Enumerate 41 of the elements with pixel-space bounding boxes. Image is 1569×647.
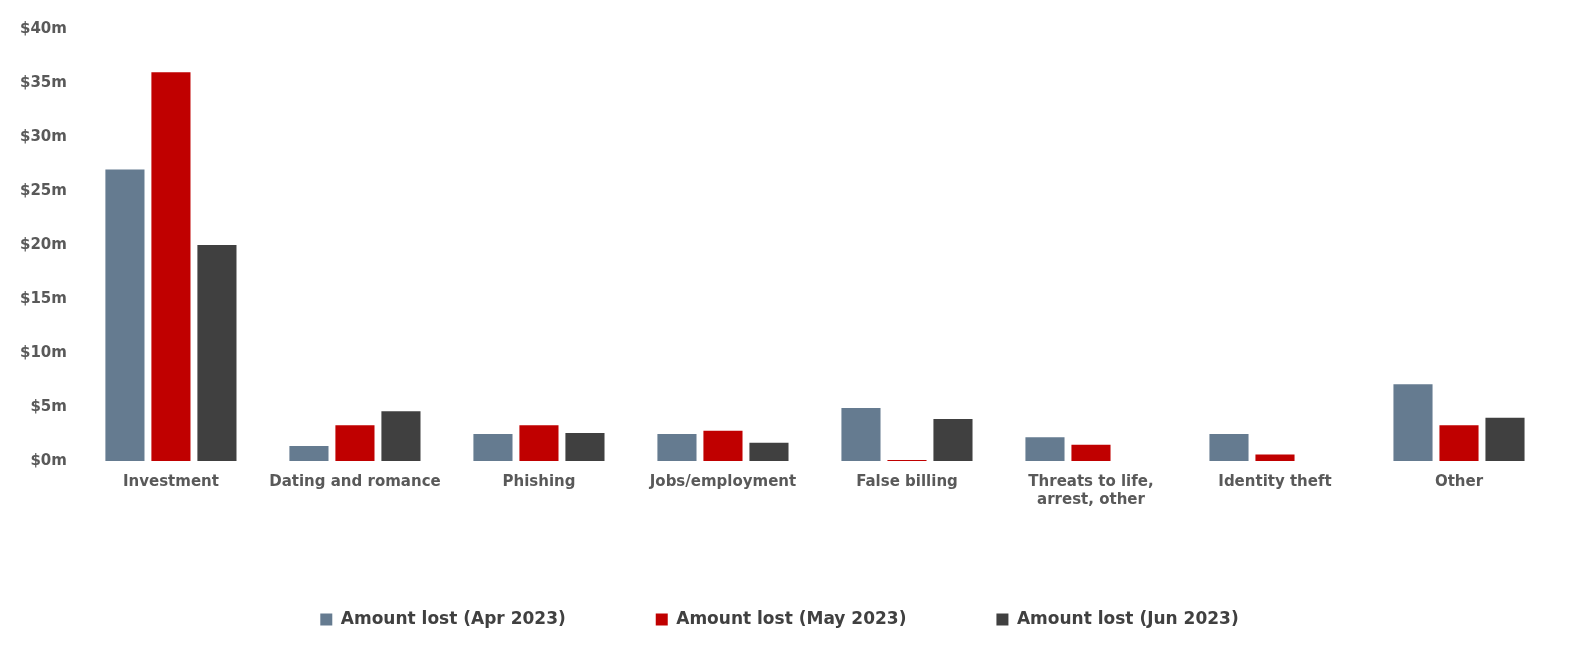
bar [933,418,973,461]
bar [703,430,743,461]
bar [381,411,421,461]
y-tick-label: $25m [19,180,67,199]
legend-label: Amount lost (May 2023) [676,607,907,628]
bar [151,72,191,461]
y-tick-label: $20m [19,234,67,253]
bar [473,434,513,461]
bar [1485,417,1525,461]
x-tick-label: Other [1434,471,1484,490]
x-tick-label: False billing [856,471,958,490]
x-tick-label: Investment [122,471,219,490]
bar [749,442,789,461]
x-tick-label: Dating and romance [269,471,441,490]
y-tick-label: $30m [19,126,67,145]
bar [1393,384,1433,461]
bar [1255,454,1295,461]
bar [841,408,881,461]
bar [197,245,237,461]
y-tick-label: $35m [19,72,67,91]
bar [657,434,697,461]
y-tick-label: $5m [30,396,67,415]
bar [565,432,605,461]
legend-label: Amount lost (Jun 2023) [1016,607,1239,628]
bar [289,445,329,461]
y-tick-label: $40m [19,18,67,37]
bar [1209,434,1249,461]
bar [335,425,375,461]
x-tick-label: Threats to life, arrest, other [1028,471,1154,508]
bar [105,169,145,461]
legend-label: Amount lost (Apr 2023) [340,607,566,628]
y-tick-label: $10m [19,342,67,361]
x-tick-label: Identity theft [1218,471,1332,490]
bar [1025,437,1065,461]
y-tick-label: $15m [19,288,67,307]
bar [1071,444,1111,461]
x-tick-label: Phishing [502,471,576,490]
bar [519,425,559,461]
bar [1439,425,1479,461]
x-tick-label: Jobs/employment [648,471,797,490]
y-tick-label: $0m [30,450,67,469]
